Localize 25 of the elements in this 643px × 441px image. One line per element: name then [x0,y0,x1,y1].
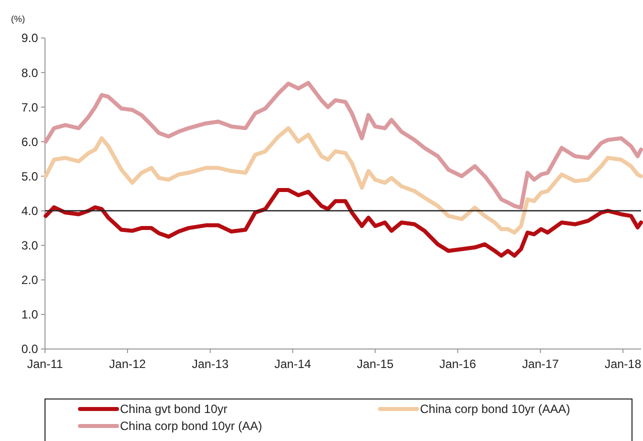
line-series [44,188,643,258]
y-tick-label: 4.0 [21,204,38,218]
y-tick-label: 1.0 [21,308,38,322]
x-tick-label: Jan-18 [604,357,642,371]
line-series [44,80,643,210]
x-tick-label: Jan-16 [439,357,476,371]
y-tick-label: 3.0 [21,238,38,253]
x-tick-label: Jan-17 [522,357,560,371]
x-tick-label: Jan-13 [192,357,229,371]
y-tick-label: 2.0 [21,273,38,288]
x-tick-label: Jan-11 [27,357,64,371]
line-series [44,126,643,235]
y-tick-label: 5.0 [21,169,38,184]
x-tick-label: Jan-12 [109,357,146,371]
y-tick-label: 9.0 [21,31,38,46]
x-tick-label: Jan-14 [274,357,312,371]
y-tick-label: 7.0 [21,100,38,114]
x-tick-label: Jan-15 [356,357,394,371]
y-tick-label: 8.0 [21,66,38,80]
legend-label: China corp bond 10yr (AA) [120,419,262,434]
legend-label: China corp bond 10yr (AAA) [420,402,570,416]
y-axis-title: (%) [11,14,25,24]
y-tick-label: 6.0 [21,134,38,149]
y-tick-label: 0.0 [21,342,38,356]
legend-label: China gvt bond 10yr [120,402,228,416]
